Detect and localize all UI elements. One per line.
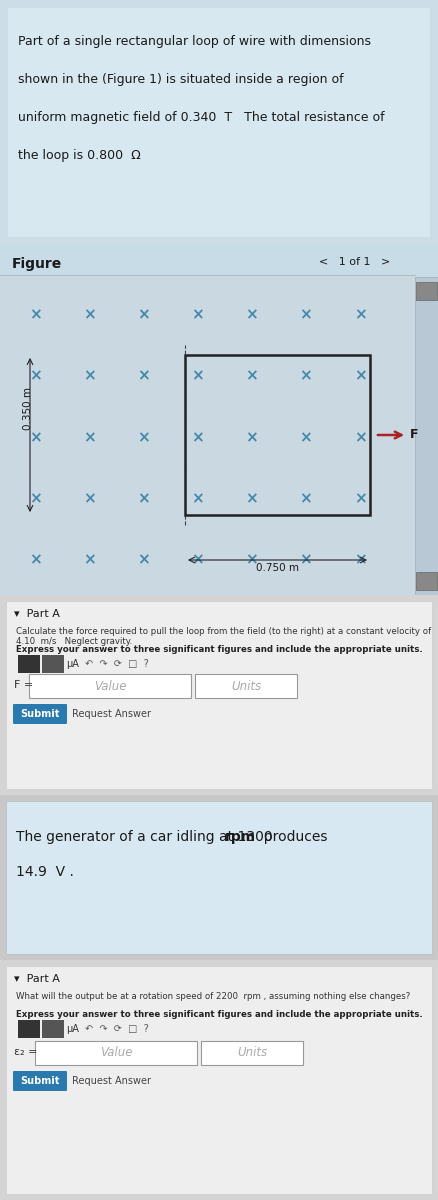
Text: Request Answer: Request Answer [72, 709, 151, 719]
Text: ×: × [137, 368, 150, 384]
Text: Part of a single rectangular loop of wire with dimensions: Part of a single rectangular loop of wir… [18, 35, 371, 48]
Text: ↶  ↷  ⟳  □  ?: ↶ ↷ ⟳ □ ? [85, 1024, 149, 1034]
Text: ×: × [300, 552, 312, 568]
Text: ▾  Part A: ▾ Part A [14, 608, 60, 619]
Text: ×: × [353, 491, 366, 506]
FancyBboxPatch shape [29, 674, 191, 698]
Text: ×: × [28, 368, 41, 384]
Text: ×: × [245, 491, 258, 506]
Text: ×: × [83, 491, 95, 506]
Text: ×: × [300, 368, 312, 384]
Text: ×: × [191, 368, 204, 384]
Text: F =: F = [14, 680, 33, 690]
Text: ×: × [28, 430, 41, 445]
Text: Request Answer: Request Answer [72, 1076, 151, 1086]
Text: Submit: Submit [20, 1076, 60, 1086]
Text: ▾  Part A: ▾ Part A [14, 974, 60, 984]
Text: μA: μA [66, 659, 79, 670]
Text: rpm: rpm [225, 830, 256, 844]
Bar [416, 572, 437, 590]
Text: ×: × [191, 491, 204, 506]
FancyBboxPatch shape [13, 1070, 67, 1091]
Text: What will the output be at a rotation speed of 2200  rpm , assuming nothing else: What will the output be at a rotation sp… [16, 992, 410, 1001]
Text: ↶  ↷  ⟳  □  ?: ↶ ↷ ⟳ □ ? [85, 659, 149, 670]
Text: ×: × [353, 368, 366, 384]
Text: ×: × [245, 430, 258, 445]
Text: produces: produces [255, 830, 328, 844]
Text: the loop is 0.800  Ω: the loop is 0.800 Ω [18, 149, 141, 162]
Text: ×: × [245, 552, 258, 568]
FancyBboxPatch shape [35, 1040, 197, 1066]
FancyBboxPatch shape [195, 674, 297, 698]
Text: Value: Value [94, 679, 126, 692]
Text: ×: × [300, 307, 312, 323]
Text: ×: × [191, 430, 204, 445]
Text: The generator of a car idling at 1300: The generator of a car idling at 1300 [16, 830, 281, 844]
Text: ×: × [83, 307, 95, 323]
Text: μA: μA [66, 1024, 79, 1034]
Text: ×: × [191, 552, 204, 568]
Bar [42, 655, 64, 673]
Bar [42, 1020, 64, 1038]
Text: ×: × [300, 491, 312, 506]
Text: Figure: Figure [12, 257, 62, 271]
Text: ε₂ =: ε₂ = [14, 1046, 38, 1057]
Text: ×: × [137, 307, 150, 323]
Text: F: F [410, 428, 418, 442]
Text: 14.9  V .: 14.9 V . [16, 865, 74, 878]
Text: <   1 of 1   >: < 1 of 1 > [319, 257, 390, 266]
Text: Express your answer to three significant figures and include the appropriate uni: Express your answer to three significant… [16, 1010, 423, 1019]
Text: uniform magnetic field of 0.340  T   The total resistance of: uniform magnetic field of 0.340 T The to… [18, 110, 385, 124]
Bar [185, 355, 370, 515]
Text: ×: × [300, 430, 312, 445]
Bar [415, 277, 438, 595]
Text: ×: × [245, 307, 258, 323]
Text: ×: × [353, 307, 366, 323]
Text: ×: × [83, 552, 95, 568]
FancyBboxPatch shape [13, 704, 67, 724]
Text: Units: Units [231, 679, 261, 692]
Text: shown in the (Figure 1) is situated inside a region of: shown in the (Figure 1) is situated insi… [18, 73, 344, 86]
Bar [18, 1020, 40, 1038]
Text: Express your answer to three significant figures and include the appropriate uni: Express your answer to three significant… [16, 646, 423, 654]
Text: ×: × [191, 307, 204, 323]
Text: ×: × [28, 491, 41, 506]
FancyBboxPatch shape [201, 1040, 303, 1066]
Text: 0.350 m: 0.350 m [23, 386, 33, 430]
Text: ×: × [28, 552, 41, 568]
Text: Submit: Submit [20, 709, 60, 719]
Bar [416, 282, 437, 300]
Text: Units: Units [237, 1046, 267, 1060]
Text: ×: × [353, 430, 366, 445]
Text: ×: × [137, 491, 150, 506]
Text: ×: × [245, 368, 258, 384]
Text: 0.750 m: 0.750 m [256, 563, 299, 572]
Text: ×: × [137, 552, 150, 568]
Text: ×: × [83, 430, 95, 445]
Text: ×: × [28, 307, 41, 323]
Text: ×: × [137, 430, 150, 445]
Bar [18, 655, 40, 673]
Text: Calculate the force required to pull the loop from the field (to the right) at a: Calculate the force required to pull the… [16, 626, 431, 647]
Text: Value: Value [100, 1046, 132, 1060]
Text: ×: × [83, 368, 95, 384]
Text: ×: × [353, 552, 366, 568]
